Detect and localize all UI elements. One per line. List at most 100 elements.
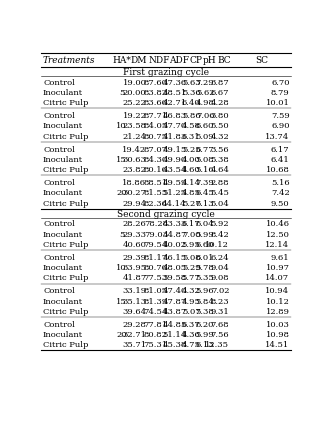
Text: 81.39: 81.39	[144, 297, 168, 305]
Text: 14.51: 14.51	[265, 341, 290, 349]
Text: 47.87: 47.87	[162, 297, 187, 305]
Text: 5.07: 5.07	[182, 307, 201, 315]
Text: 6.20: 6.20	[196, 320, 214, 328]
Text: 20: 20	[116, 189, 127, 197]
Text: 23.82: 23.82	[122, 166, 146, 174]
Text: Citric Pulp: Citric Pulp	[43, 274, 88, 282]
Text: Control: Control	[43, 178, 75, 187]
Text: 4.64: 4.64	[211, 166, 229, 174]
Text: 51.25: 51.25	[163, 189, 187, 197]
Text: 87.07: 87.07	[144, 145, 168, 153]
Text: 5.08: 5.08	[182, 253, 201, 261]
Text: 4.36: 4.36	[182, 330, 201, 339]
Text: 6.13: 6.13	[196, 199, 214, 207]
Text: 35.71: 35.71	[122, 341, 146, 349]
Text: 10.03: 10.03	[266, 320, 290, 328]
Text: 6.70: 6.70	[271, 78, 290, 86]
Text: 12.89: 12.89	[266, 307, 290, 315]
Text: 77.53: 77.53	[144, 274, 168, 282]
Text: 45.38: 45.38	[162, 341, 187, 349]
Text: 10.98: 10.98	[266, 330, 290, 339]
Text: 32.71: 32.71	[122, 330, 146, 339]
Text: 5.50: 5.50	[211, 122, 229, 130]
Text: 10.94: 10.94	[265, 286, 290, 295]
Text: 7.59: 7.59	[271, 112, 290, 120]
Text: Control: Control	[43, 286, 75, 295]
Text: 5.62: 5.62	[196, 89, 214, 97]
Text: 5.27: 5.27	[182, 199, 201, 207]
Text: 49.15: 49.15	[162, 145, 187, 153]
Text: Citric Pulp: Citric Pulp	[43, 341, 88, 349]
Text: 5.16: 5.16	[196, 166, 214, 174]
Text: 80.82: 80.82	[144, 330, 168, 339]
Text: 83.66: 83.66	[144, 99, 168, 107]
Text: 4.32: 4.32	[182, 286, 201, 295]
Text: 12.14: 12.14	[265, 240, 290, 248]
Text: 5.77: 5.77	[182, 274, 201, 282]
Text: 30.63: 30.63	[122, 155, 146, 164]
Text: 10.12: 10.12	[266, 297, 290, 305]
Text: HA*: HA*	[112, 56, 131, 65]
Text: 49.90: 49.90	[163, 155, 187, 164]
Text: 3.80: 3.80	[211, 112, 229, 120]
Text: Inoculant: Inoculant	[43, 330, 83, 339]
Text: 33.19: 33.19	[122, 286, 146, 295]
Text: 6.77: 6.77	[196, 145, 214, 153]
Text: Second grazing cycle: Second grazing cycle	[117, 209, 215, 218]
Text: 5.25: 5.25	[182, 145, 201, 153]
Text: 80.16: 80.16	[144, 166, 168, 174]
Text: 4.58: 4.58	[181, 122, 201, 130]
Text: DM: DM	[131, 56, 147, 65]
Text: Inoculant: Inoculant	[43, 297, 83, 305]
Text: 84.05: 84.05	[144, 122, 168, 130]
Text: 7.56: 7.56	[211, 330, 229, 339]
Text: 10: 10	[116, 263, 127, 272]
Text: Control: Control	[43, 112, 75, 120]
Text: 5.84: 5.84	[195, 297, 214, 305]
Text: 12.50: 12.50	[266, 230, 290, 238]
Text: 7.29: 7.29	[196, 78, 214, 86]
Text: 6.90: 6.90	[271, 122, 290, 130]
Text: 47.40: 47.40	[162, 286, 187, 295]
Text: 41.83: 41.83	[162, 132, 187, 141]
Text: 5: 5	[119, 89, 124, 97]
Text: 13.74: 13.74	[265, 132, 290, 141]
Text: 6.31: 6.31	[182, 132, 201, 141]
Text: 15: 15	[116, 297, 127, 305]
Text: Inoculant: Inoculant	[43, 189, 83, 197]
Text: 4.75: 4.75	[181, 341, 201, 349]
Text: 43.54: 43.54	[162, 166, 187, 174]
Text: 40.02: 40.02	[163, 240, 187, 248]
Text: 9.08: 9.08	[211, 274, 229, 282]
Text: 10: 10	[116, 122, 127, 130]
Text: 4.14: 4.14	[181, 178, 201, 187]
Text: 23.58: 23.58	[122, 122, 146, 130]
Text: 29.94: 29.94	[122, 199, 146, 207]
Text: 5.45: 5.45	[211, 189, 229, 197]
Text: 30.27: 30.27	[122, 189, 146, 197]
Text: 80.75: 80.75	[144, 132, 168, 141]
Text: NDF: NDF	[148, 56, 170, 65]
Text: 7.68: 7.68	[211, 320, 229, 328]
Text: 5.99: 5.99	[195, 330, 214, 339]
Text: 14.07: 14.07	[265, 274, 290, 282]
Text: 83.82: 83.82	[144, 89, 168, 97]
Text: 3.87: 3.87	[211, 78, 229, 86]
Text: Control: Control	[43, 78, 75, 86]
Text: 8.23: 8.23	[211, 297, 229, 305]
Text: 5.38: 5.38	[195, 307, 214, 315]
Text: 48.51: 48.51	[162, 89, 187, 97]
Text: 19.42: 19.42	[122, 145, 146, 153]
Text: 79.03: 79.03	[144, 230, 168, 238]
Text: 6.24: 6.24	[211, 253, 229, 261]
Text: 3.56: 3.56	[211, 145, 229, 153]
Text: 77.81: 77.81	[144, 320, 168, 328]
Text: 44.87: 44.87	[162, 230, 187, 238]
Text: 6.13: 6.13	[196, 341, 214, 349]
Text: 39.64: 39.64	[122, 307, 146, 315]
Text: 29.28: 29.28	[122, 320, 146, 328]
Text: Inoculant: Inoculant	[43, 263, 83, 272]
Text: 15: 15	[116, 155, 127, 164]
Text: Inoculant: Inoculant	[43, 89, 83, 97]
Text: 21.24: 21.24	[122, 132, 146, 141]
